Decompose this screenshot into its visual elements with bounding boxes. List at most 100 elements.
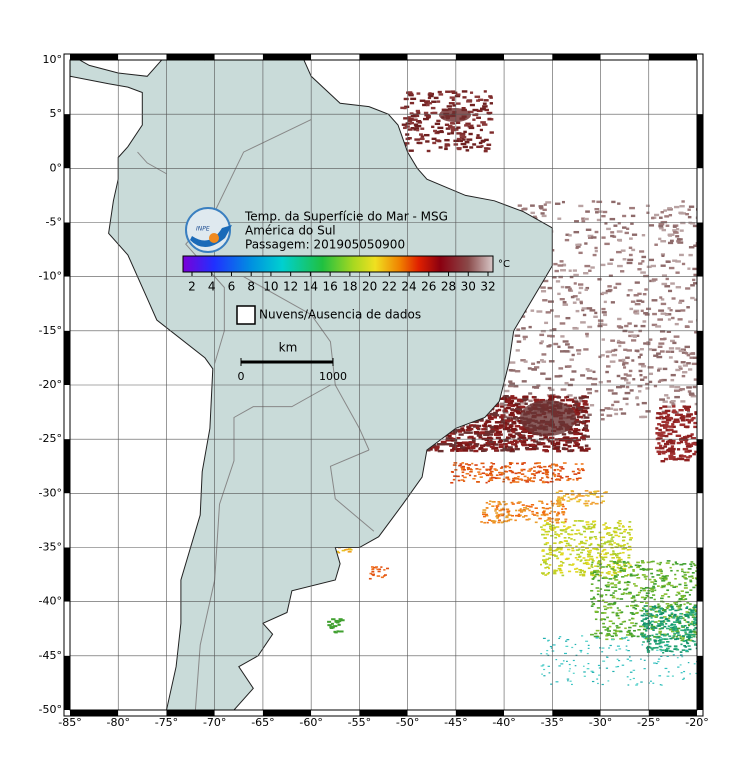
sst-pixel [660,612,665,615]
sst-pixel [623,620,627,623]
sst-pixel [600,413,604,416]
sst-pixel [520,359,526,362]
sst-pixel [335,551,339,553]
sst-pixel [670,450,675,453]
sst-pixel [680,361,686,364]
sst-pixel [650,628,654,630]
sst-pixel [546,649,549,652]
border-segment [359,710,408,716]
sst-pixel [504,445,509,448]
sst-pixel [623,348,628,351]
sst-pixel [594,490,598,493]
sst-pixel [375,566,379,568]
sst-pixel [632,595,636,597]
sst-pixel [695,566,697,569]
sst-pixel [502,507,505,510]
sst-pixel [521,380,527,383]
sst-pixel [416,92,421,95]
sst-pixel [619,408,623,411]
sst-pixel [484,147,489,150]
sst-pixel [549,388,555,392]
sst-pixel [667,241,674,245]
sst-pixel [542,664,545,666]
sst-pixel [478,433,483,437]
sst-pixel [544,574,548,576]
y-tick-label: -10° [39,270,62,283]
sst-pixel [574,643,577,646]
sst-pixel [488,519,492,521]
sst-pixel [587,500,590,502]
sst-pixel [612,602,617,604]
sst-pixel [559,466,564,468]
sst-pixel [585,561,589,564]
sst-pixel [405,122,412,125]
sst-pixel [491,426,497,429]
sst-pixel [507,404,513,407]
sst-pixel [484,430,489,434]
sst-pixel [657,369,661,372]
sst-pixel [594,502,599,505]
sst-pixel [517,501,522,503]
sst-pixel [556,478,561,481]
sst-pixel [679,615,683,618]
sst-pixel [509,361,516,364]
sst-pixel [437,126,444,130]
sst-pixel [515,477,519,480]
sst-pixel [575,418,580,422]
sst-pixel [550,647,553,649]
sst-pixel [614,534,619,537]
border-segment [552,710,601,716]
sst-pixel [623,373,628,376]
sst-pixel [579,649,583,652]
sst-pixel [416,141,420,145]
sst-pixel [590,670,594,672]
sst-pixel [680,437,687,440]
sst-pixel [690,418,694,421]
sst-pixel [618,344,622,348]
sst-pixel [507,513,510,515]
sst-pixel [629,206,635,210]
sst-pixel [629,564,632,567]
sst-pixel [685,456,691,459]
sst-pixel [461,132,466,136]
sst-pixel [508,466,512,469]
sst-pixel [452,431,458,434]
sst-pixel [684,408,691,411]
sst-pixel [445,437,450,440]
sst-pixel [644,633,647,636]
sst-pixel [658,642,662,644]
sst-pixel [606,607,610,609]
sst-pixel [649,596,653,599]
sst-pixel [572,497,576,500]
sst-pixel [553,542,557,545]
sst-pixel [438,93,444,96]
sst-pixel [631,359,635,362]
sst-pixel [580,463,584,465]
sst-pixel [501,473,506,475]
sst-pixel [441,108,447,111]
sst-pixel [602,549,605,552]
sst-pixel [659,561,663,564]
sst-pixel [503,442,508,446]
sst-pixel [676,630,680,633]
sst-pixel [596,569,600,572]
sst-pixel [449,96,455,99]
sst-pixel [541,353,547,356]
sst-pixel [409,92,414,95]
sst-pixel [646,612,650,615]
sst-pixel [564,238,570,242]
sst-pixel [408,117,414,121]
sst-pixel [600,495,604,498]
sst-pixel [627,573,630,576]
sst-pixel [533,466,536,469]
sst-pixel [639,362,645,366]
sst-pixel [626,549,630,551]
sst-pixel [546,522,549,524]
sst-pixel [554,518,559,520]
sst-pixel [676,605,680,608]
sst-pixel [606,632,611,635]
sst-pixel [519,405,525,409]
sst-pixel [639,373,643,377]
sst-pixel [602,323,608,326]
sst-pixel [593,635,597,638]
